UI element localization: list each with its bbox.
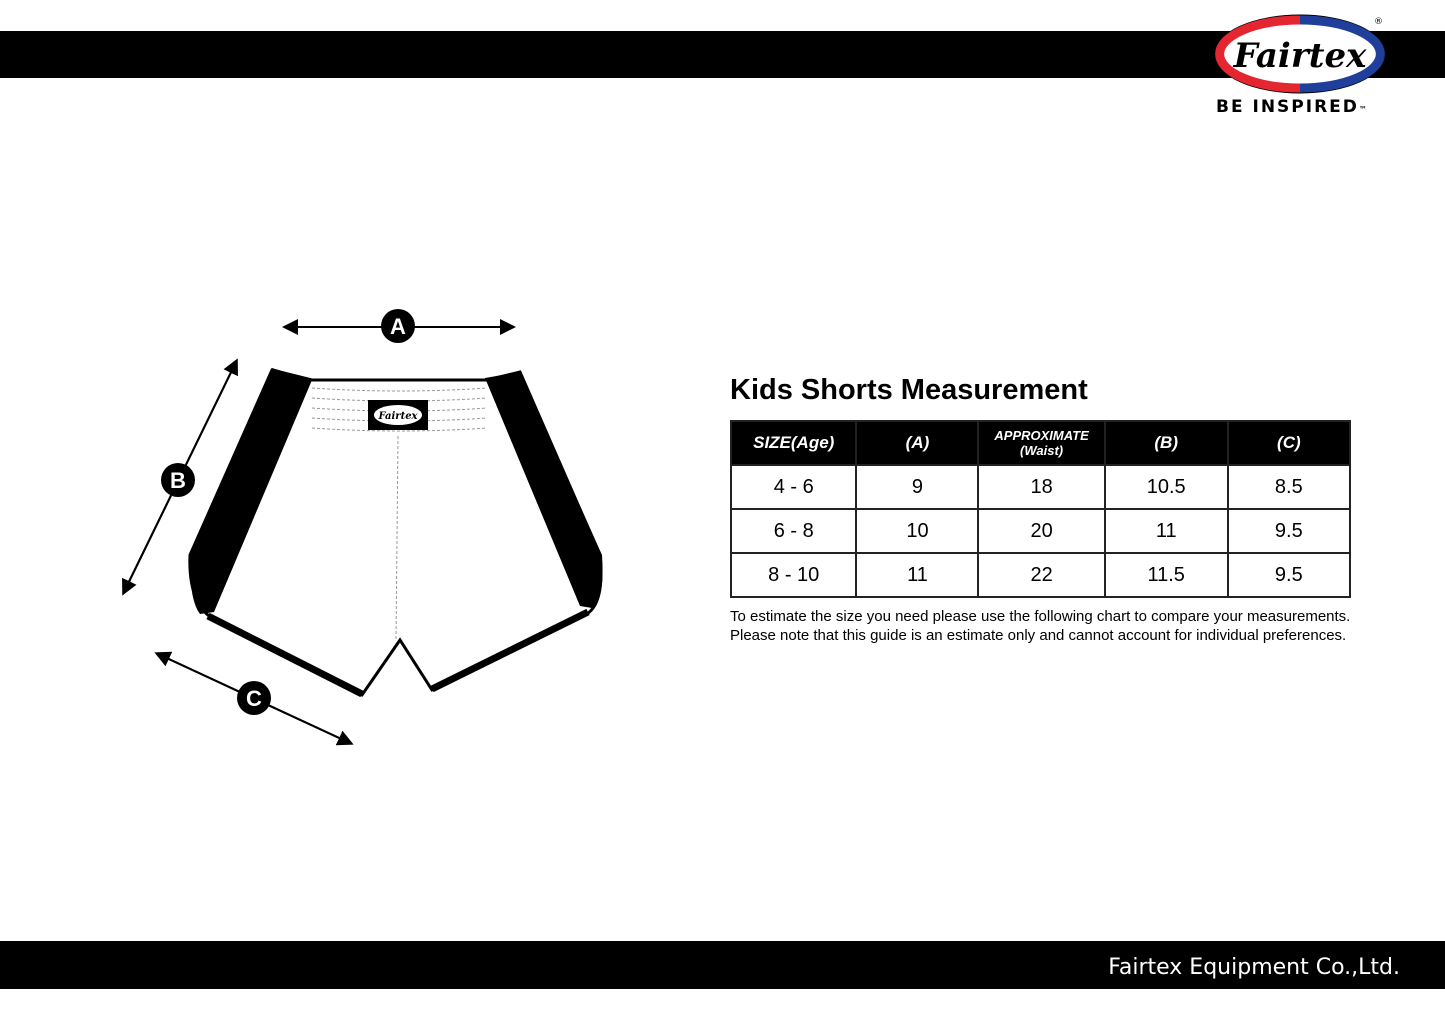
- chart-title: Kids Shorts Measurement: [730, 374, 1088, 406]
- header-b: (B): [1103, 420, 1229, 466]
- header-a: (A): [855, 420, 980, 466]
- shorts-diagram: Fairtex A B C: [122, 309, 603, 746]
- footer-bar: [0, 941, 1445, 989]
- cell: 10: [855, 508, 980, 554]
- cell: 9: [855, 464, 980, 510]
- header-bar: [0, 31, 1445, 78]
- brand-tagline: BE INSPIRED™: [1216, 97, 1369, 117]
- cell: 10.5: [1103, 464, 1229, 510]
- table-row: 8 - 10 11 22 11.5 9.5: [729, 552, 1352, 598]
- svg-text:Fairtex: Fairtex: [377, 411, 418, 422]
- cell: 6 - 8: [729, 508, 858, 554]
- label-c: C: [246, 686, 262, 711]
- cell: 4 - 6: [729, 464, 858, 510]
- company-name: Fairtex Equipment Co.,Ltd.: [1108, 955, 1400, 980]
- table-row: 6 - 8 10 20 11 9.5: [729, 508, 1352, 554]
- table-header-row: SIZE(Age) (A) APPROXIMATE (Waist) (B) (C): [729, 420, 1352, 466]
- cell: 22: [977, 552, 1106, 598]
- cell: 11: [1103, 508, 1229, 554]
- cell: 9.5: [1226, 508, 1352, 554]
- cell: 8.5: [1226, 464, 1352, 510]
- cell: 11: [855, 552, 980, 598]
- header-c: (C): [1226, 420, 1352, 466]
- header-waist: APPROXIMATE (Waist): [977, 420, 1106, 466]
- cell: 9.5: [1226, 552, 1352, 598]
- header-size: SIZE(Age): [729, 420, 858, 466]
- label-a: A: [390, 314, 406, 339]
- cell: 20: [977, 508, 1106, 554]
- fairtex-logo: Fairtex ®: [1214, 14, 1386, 94]
- cell: 8 - 10: [729, 552, 858, 598]
- cell: 18: [977, 464, 1106, 510]
- note-line-1: To estimate the size you need please use…: [730, 608, 1351, 625]
- size-table: SIZE(Age) (A) APPROXIMATE (Waist) (B) (C)…: [729, 420, 1352, 598]
- svg-text:®: ®: [1374, 17, 1383, 27]
- table-row: 4 - 6 9 18 10.5 8.5: [729, 464, 1352, 510]
- cell: 11.5: [1103, 552, 1229, 598]
- svg-text:Fairtex: Fairtex: [1233, 36, 1367, 76]
- label-b: B: [170, 468, 186, 493]
- note-line-2: Please note that this guide is an estima…: [730, 627, 1347, 644]
